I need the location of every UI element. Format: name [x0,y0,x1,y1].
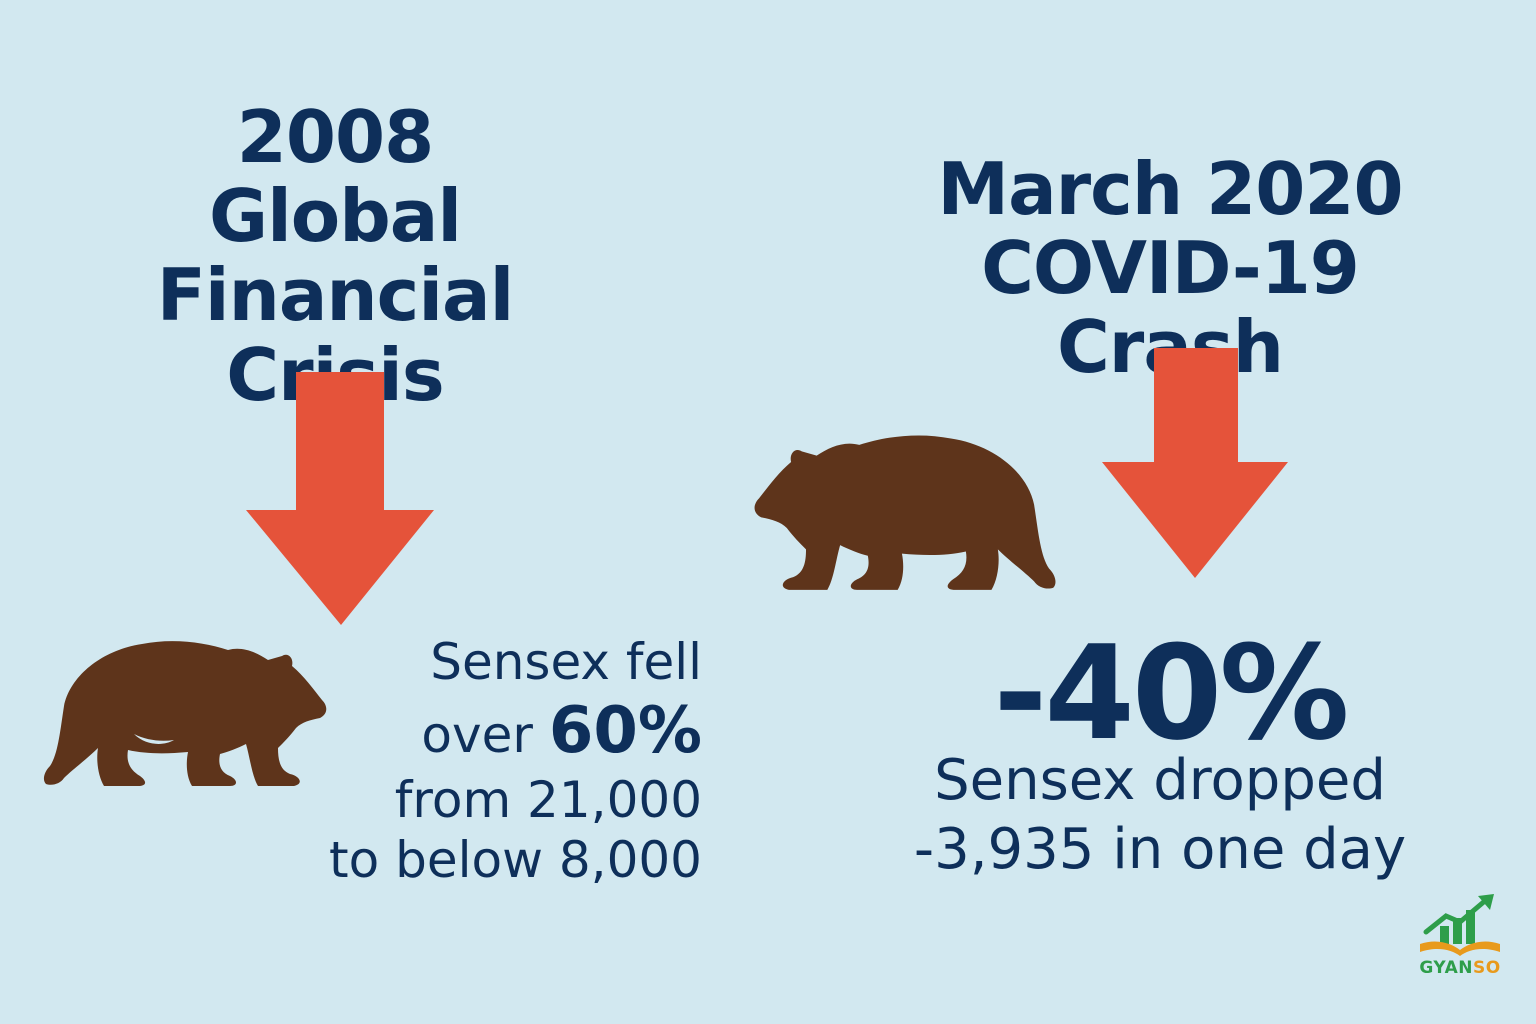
down-arrow-icon [246,372,434,625]
left-description: Sensex fell over 60% from 21,000 to belo… [250,632,702,891]
down-arrow-icon [1102,348,1288,578]
left-over-word: over [421,705,533,764]
bear-icon [43,641,327,786]
left-title: 2008 Global Financial Crisis [30,95,640,415]
gyanso-logo: GYANSO [1410,892,1510,982]
gyanso-logo-icon [1420,894,1500,956]
left-title-year: 2008 [236,95,434,179]
left-line-1: Sensex fell [430,633,702,691]
left-percent: 60% [548,693,702,768]
left-line-4: to below 8,000 [329,831,702,890]
right-title-line-1: March 2020 [937,147,1403,231]
right-line-1: Sensex dropped [934,748,1386,813]
left-title-line-2: Global Financial [156,174,515,338]
percent-drop: -40% [993,617,1349,769]
bear-icon [754,435,1056,590]
logo-wordmark: GYANSO [1419,958,1501,978]
right-line-2: -3,935 in one day [913,817,1407,883]
left-line-3: from 21,000 [394,770,702,829]
right-description: Sensex dropped -3,935 in one day [840,746,1480,885]
left-line-2: over 60% [250,693,702,770]
